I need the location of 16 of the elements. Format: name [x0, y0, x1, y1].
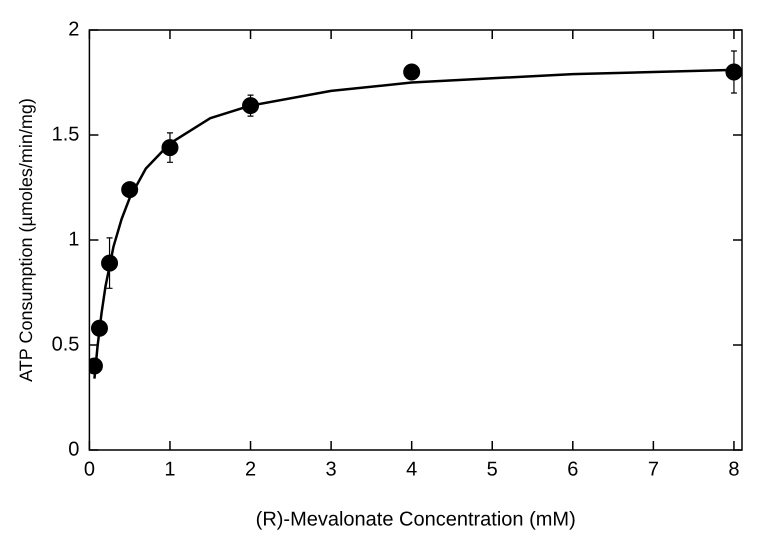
y-tick-label: 0: [68, 438, 80, 461]
x-tick-label: 2: [244, 458, 256, 481]
y-tick-label: 1: [68, 228, 80, 251]
x-tick-label: 0: [84, 458, 95, 481]
y-axis-title: ATP Consumption (µmoles/min/mg): [16, 98, 36, 382]
x-axis-title: (R)-Mevalonate Concentration (mM): [256, 508, 576, 531]
y-tick-label: 2: [68, 18, 80, 41]
x-tick-label: 6: [567, 458, 578, 481]
x-tick-label: 5: [486, 458, 498, 481]
y-tick-label: 1.5: [52, 124, 80, 146]
x-tick-label: 7: [648, 458, 659, 481]
x-tick-label: 8: [728, 458, 740, 481]
x-tick-label: 1: [164, 458, 176, 481]
x-tick-label: 4: [406, 458, 418, 481]
y-tick-label: 0.5: [52, 334, 80, 356]
x-tick-label: 3: [326, 458, 337, 481]
